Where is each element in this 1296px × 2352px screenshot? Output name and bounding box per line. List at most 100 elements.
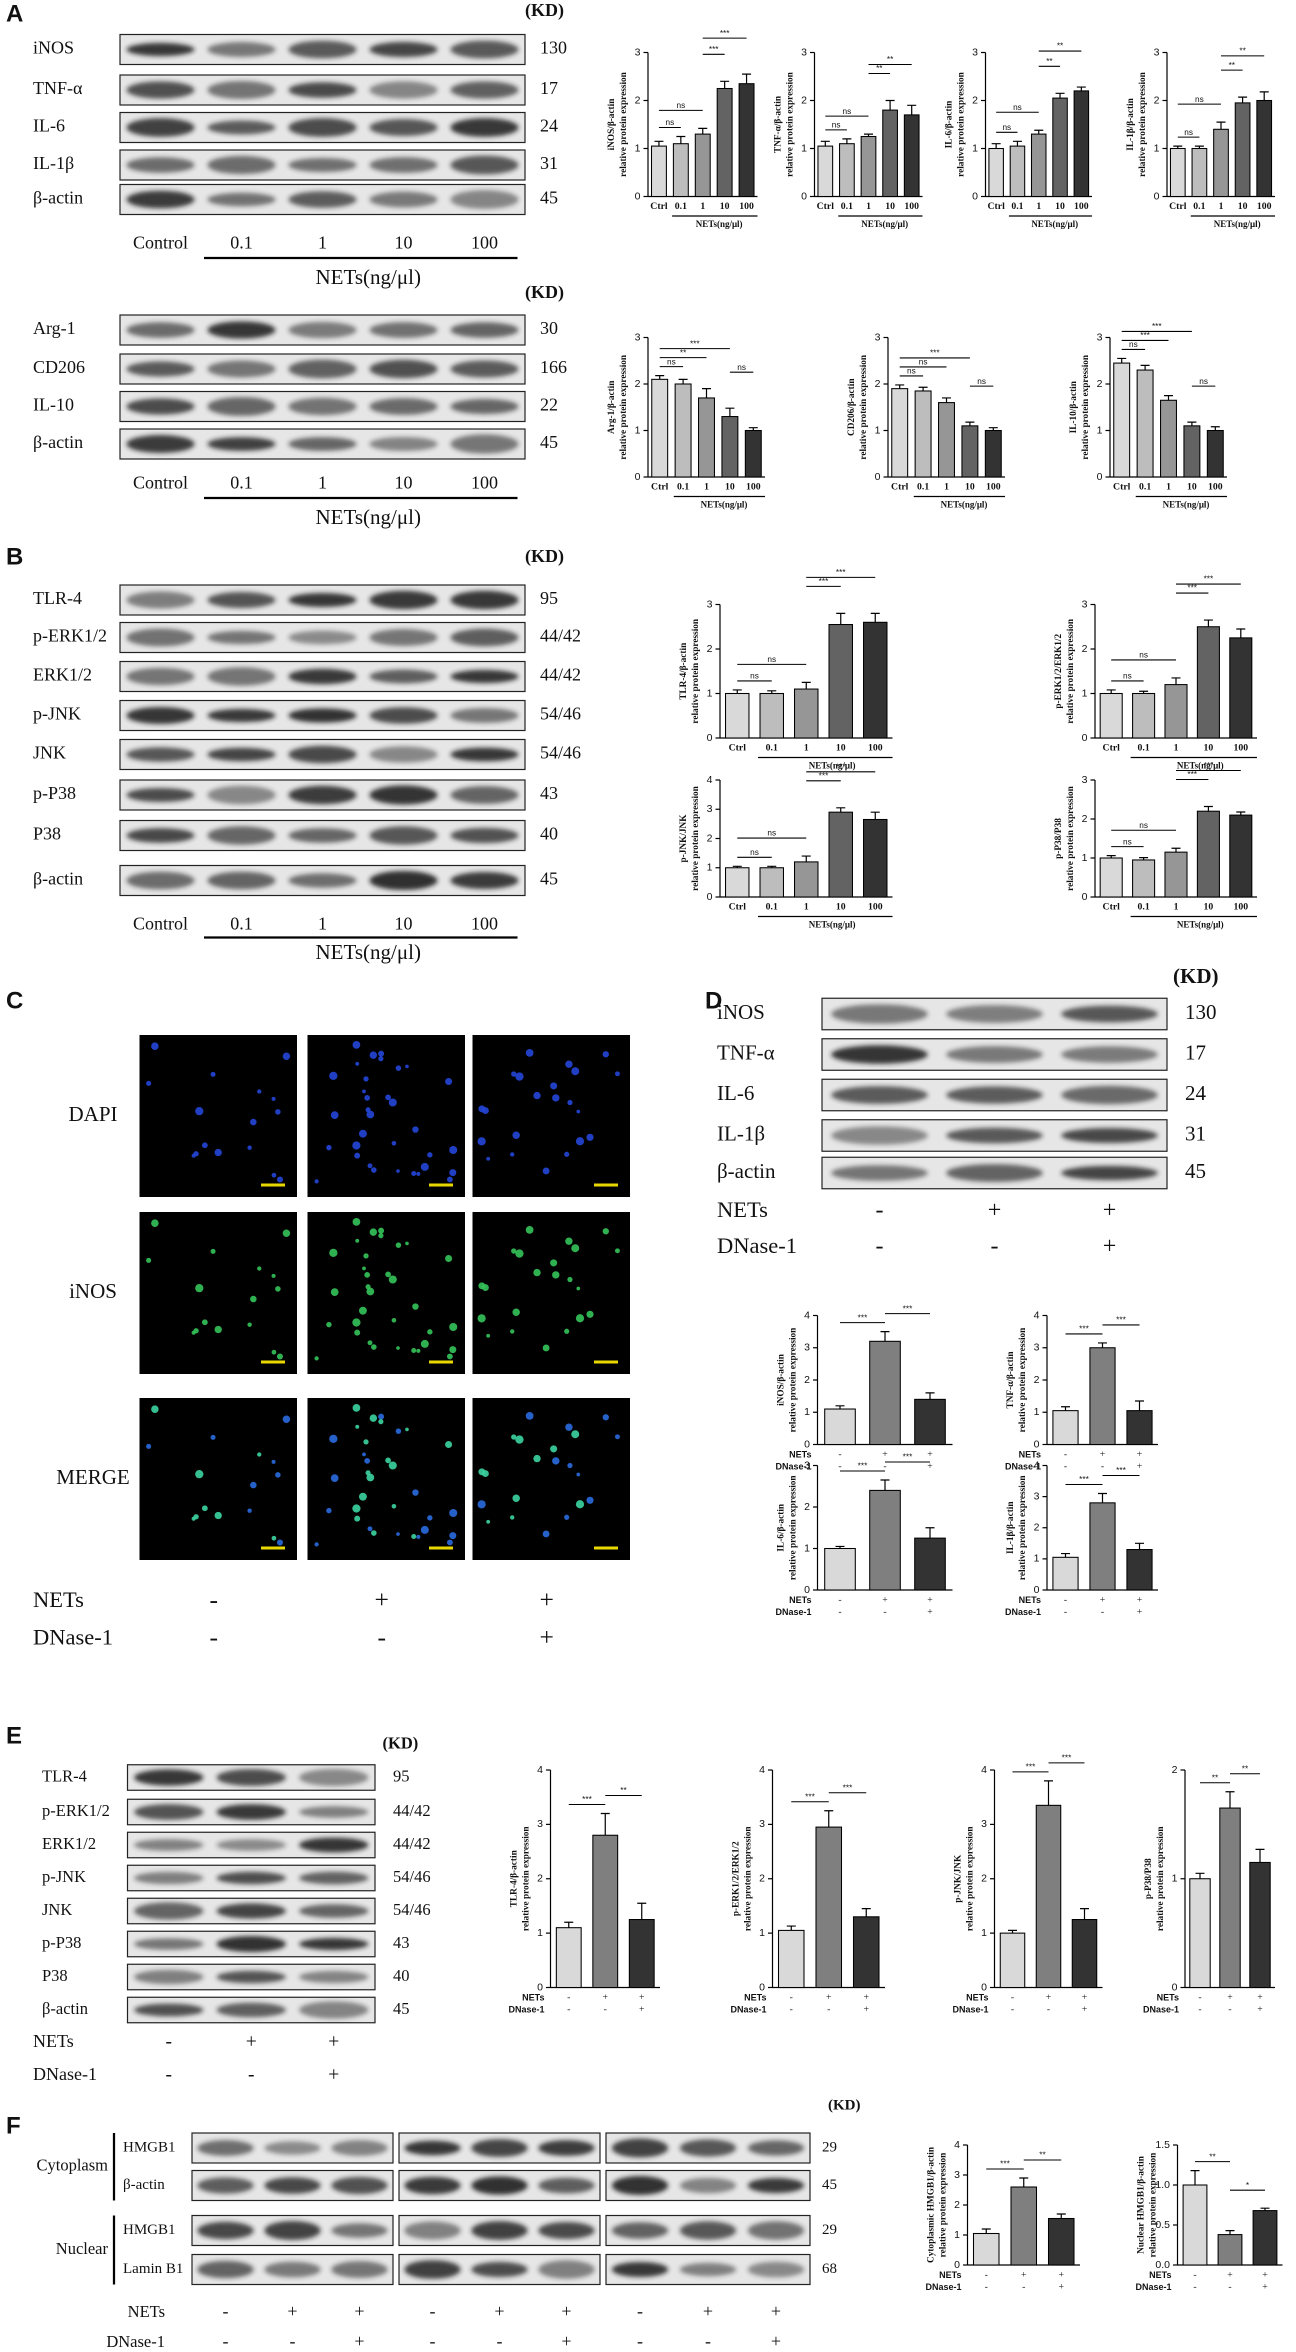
y-axis-label: TNF-α/β-actin <box>1006 1351 1016 1409</box>
group-label: NETs(ng/μl) <box>1214 219 1261 229</box>
y-tick-label: 2 <box>759 1873 765 1885</box>
error-bar <box>1135 1542 1145 1550</box>
condition-sign: + <box>375 1585 389 1614</box>
condition-name: DNase-1 <box>508 2004 544 2014</box>
condition-sign: - <box>497 2331 503 2351</box>
significance-label: ns <box>750 848 759 857</box>
y-tick-label: 3 <box>759 1818 765 1830</box>
panel-letter: F <box>6 2112 21 2139</box>
cell <box>602 1228 609 1235</box>
y-tick-label: 0 <box>635 471 641 483</box>
y-axis-label: Nuclear HMGB1/β-actin <box>1137 2155 1147 2254</box>
blot-band <box>369 359 438 379</box>
bar <box>716 87 733 198</box>
y-axis-label: IL-1β/β-actin <box>1126 97 1136 150</box>
significance-label: *** <box>1026 1763 1036 1772</box>
condition-sign: + <box>328 2064 339 2085</box>
x-tick-label: Ctrl <box>1103 902 1121 913</box>
lane-label: 10 <box>395 233 413 253</box>
group-label: NETs(ng/μl) <box>1163 500 1210 510</box>
y-tick-label: 3 <box>981 1818 987 1830</box>
blot-row-label: iNOS <box>33 38 74 58</box>
blot-band <box>126 788 195 802</box>
bar <box>738 83 755 198</box>
cell <box>367 1340 373 1346</box>
cell <box>586 1133 594 1141</box>
y-tick-label: 0 <box>537 1981 543 1993</box>
bar <box>1252 2210 1278 2266</box>
error-bar <box>1171 847 1181 853</box>
significance-label: *** <box>1187 584 1197 593</box>
cell <box>515 1072 524 1081</box>
condition-name: DNase-1 <box>775 1607 811 1617</box>
cell <box>271 1459 276 1464</box>
error-bar <box>991 143 1001 149</box>
condition-name: NETs <box>1019 1449 1041 1459</box>
blot-band <box>331 2140 388 2156</box>
error-bar <box>1044 1780 1053 1806</box>
condition-sign: - <box>827 2004 830 2015</box>
condition-sign: - <box>985 2270 988 2281</box>
y-axis-label: p-P38/P38 <box>1144 1858 1154 1899</box>
x-tick-label: 100 <box>904 201 919 212</box>
cell <box>511 1071 517 1077</box>
cell <box>486 1519 491 1524</box>
cell <box>247 1508 252 1513</box>
condition-name: DNase-1 <box>1005 1607 1041 1617</box>
cell <box>326 1144 332 1151</box>
blot-band <box>1061 1085 1158 1105</box>
bar <box>1256 99 1273 198</box>
blot-group-label: Nuclear <box>56 2239 109 2258</box>
cell <box>314 1356 319 1361</box>
y-axis-label: IL-6/β-actin <box>945 100 955 149</box>
lane-label: Control <box>133 914 188 934</box>
blot-band <box>1061 1127 1158 1144</box>
bar <box>862 818 888 898</box>
blot-band <box>946 1127 1043 1144</box>
cell <box>354 1152 361 1159</box>
cell <box>542 1530 550 1538</box>
y-axis-label: Arg-1/β-actin <box>607 380 617 434</box>
blot-band <box>831 1165 928 1181</box>
cell <box>576 1286 581 1291</box>
channel-label: iNOS <box>69 1279 117 1303</box>
error-bar <box>1203 805 1213 812</box>
cell <box>586 1496 594 1504</box>
condition-sign: - <box>248 2064 254 2085</box>
blot-band <box>134 1938 204 1950</box>
y-axis-label: p-JNK/JNK <box>679 814 689 863</box>
blot-band <box>450 118 519 137</box>
blot-band <box>288 592 357 608</box>
x-tick-label: 10 <box>1055 201 1065 212</box>
error-bar <box>720 80 730 89</box>
x-tick-label: 100 <box>1233 743 1248 754</box>
cell <box>615 1434 620 1440</box>
lane-label: Control <box>133 473 188 493</box>
bar <box>650 145 667 198</box>
micrograph <box>139 1212 297 1374</box>
cell <box>364 1272 371 1278</box>
error-bar <box>676 135 686 144</box>
blot-kd: 40 <box>540 824 558 844</box>
blot-band <box>126 435 195 453</box>
significance-label: ns <box>767 655 776 664</box>
blot-band <box>207 630 276 645</box>
significance-label: *** <box>1204 575 1214 584</box>
y-tick-label: 0 <box>801 190 807 202</box>
y-tick-label: 1 <box>759 1927 765 1939</box>
cell <box>362 1089 366 1094</box>
y-tick-label: 2 <box>981 1873 987 1885</box>
blot-kd: 29 <box>822 2139 837 2155</box>
micrograph <box>472 1398 630 1560</box>
y-tick-label: 3 <box>1082 774 1088 786</box>
y-tick-label: 0 <box>759 1981 765 1993</box>
error-bar <box>1225 2230 1235 2235</box>
kd-header: (KD) <box>525 0 564 21</box>
condition-sign: - <box>1193 2282 1196 2293</box>
cell <box>210 1434 216 1440</box>
y-tick-label: 3 <box>1034 1490 1040 1502</box>
cell <box>602 1414 609 1421</box>
cell <box>416 1171 421 1176</box>
condition-sign: + <box>1262 2270 1268 2281</box>
significance-label: *** <box>819 771 829 780</box>
